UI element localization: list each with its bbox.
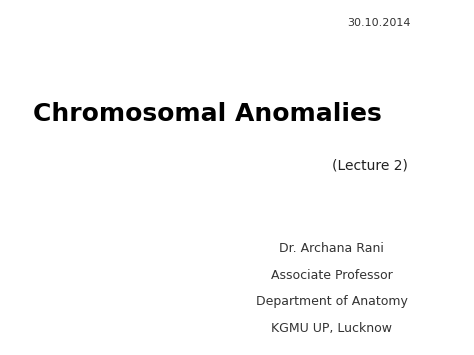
Text: Dr. Archana Rani: Dr. Archana Rani <box>279 242 384 255</box>
Text: Chromosomal Anomalies: Chromosomal Anomalies <box>33 102 382 126</box>
Text: KGMU UP, Lucknow: KGMU UP, Lucknow <box>271 322 392 335</box>
Text: Department of Anatomy: Department of Anatomy <box>256 295 408 308</box>
Text: 30.10.2014: 30.10.2014 <box>347 18 411 28</box>
Text: Associate Professor: Associate Professor <box>271 269 392 282</box>
Text: (Lecture 2): (Lecture 2) <box>332 158 408 172</box>
